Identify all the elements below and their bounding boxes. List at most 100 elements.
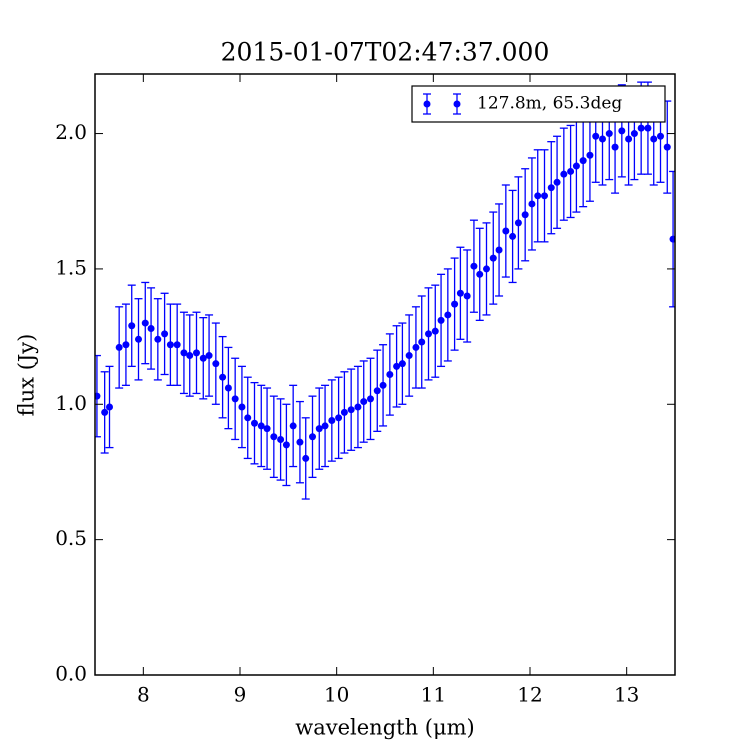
data-point (650, 135, 658, 143)
data-point (328, 417, 336, 425)
data-point (219, 373, 227, 381)
data-point (547, 184, 555, 192)
data-point (657, 132, 664, 140)
data-point (502, 227, 510, 235)
data-point (186, 352, 194, 360)
data-point (122, 341, 130, 349)
x-tick-label: 11 (421, 683, 446, 707)
data-point (296, 438, 304, 446)
data-point (553, 178, 561, 186)
data-point (277, 435, 285, 443)
data-point (644, 124, 652, 132)
data-point (412, 343, 420, 351)
data-point (373, 387, 381, 395)
y-tick-label: 2.0 (55, 120, 87, 144)
data-point (263, 425, 271, 433)
data-point (106, 403, 113, 411)
data-point (205, 352, 213, 360)
data-point (625, 135, 633, 143)
data-point (367, 395, 374, 403)
data-point (483, 265, 490, 273)
y-tick-label: 1.5 (55, 255, 87, 279)
data-point (270, 433, 278, 441)
y-axis-label: flux (Jy) (15, 334, 39, 417)
data-point (386, 371, 394, 378)
data-point (663, 143, 671, 151)
legend-marker (423, 100, 431, 108)
data-point (340, 408, 348, 416)
data-point (405, 352, 413, 360)
data-point (470, 262, 478, 270)
x-tick-label: 9 (234, 683, 247, 707)
data-point (335, 414, 343, 422)
x-axis-label: wavelength (μm) (295, 716, 474, 740)
data-point (476, 270, 484, 278)
data-point (509, 232, 517, 240)
y-tick-label: 0.5 (55, 526, 87, 550)
data-point (166, 341, 174, 349)
data-point (495, 246, 503, 254)
x-tick-label: 12 (517, 683, 542, 707)
data-point (251, 419, 258, 427)
legend-label: 127.8m, 65.3deg (477, 94, 622, 114)
data-point (451, 300, 459, 308)
data-point (289, 422, 297, 430)
plot-frame (94, 73, 676, 676)
plot-area (95, 81, 675, 500)
data-point (444, 311, 452, 319)
data-point (115, 343, 123, 351)
data-point (360, 398, 368, 406)
data-point (282, 441, 290, 449)
data-point (534, 192, 542, 200)
data-point (437, 316, 445, 324)
data-point (224, 384, 232, 392)
data-point (238, 403, 246, 411)
data-point (180, 349, 188, 357)
x-tick-label: 13 (614, 683, 639, 707)
x-tick-label: 8 (137, 683, 150, 707)
legend-marker (453, 100, 461, 108)
data-point (393, 362, 401, 370)
data-point (193, 349, 200, 357)
data-point (257, 422, 265, 430)
data-point (347, 406, 355, 414)
data-point (528, 200, 536, 208)
data-point (521, 211, 529, 219)
data-point (418, 338, 426, 346)
data-point (592, 132, 600, 140)
data-point (302, 454, 310, 462)
data-point (618, 127, 626, 135)
data-point (567, 167, 575, 175)
data-point (231, 395, 239, 403)
y-tick-label: 1.0 (55, 391, 87, 415)
data-point (611, 143, 619, 151)
data-point (541, 192, 548, 200)
data-point (141, 319, 149, 327)
data-point (354, 403, 362, 411)
data-point (637, 124, 645, 132)
chart-title: 2015-01-07T02:47:37.000 (221, 38, 550, 67)
data-point (95, 392, 101, 400)
data-point (514, 219, 522, 227)
data-point (135, 335, 142, 343)
data-point (147, 324, 155, 332)
data-point (489, 254, 497, 262)
data-point (398, 360, 406, 368)
data-point (101, 408, 109, 416)
data-point (579, 157, 587, 165)
data-point (599, 135, 606, 143)
data-point (431, 327, 439, 335)
data-point (605, 130, 613, 138)
data-point (315, 425, 323, 433)
data-point (154, 335, 162, 343)
y-tick-label: 0.0 (55, 662, 87, 686)
data-point (456, 289, 464, 297)
data-point (463, 292, 471, 300)
data-point (244, 414, 252, 422)
data-point (128, 322, 136, 330)
data-point (572, 162, 580, 170)
data-point (199, 354, 207, 362)
data-point (212, 360, 220, 368)
